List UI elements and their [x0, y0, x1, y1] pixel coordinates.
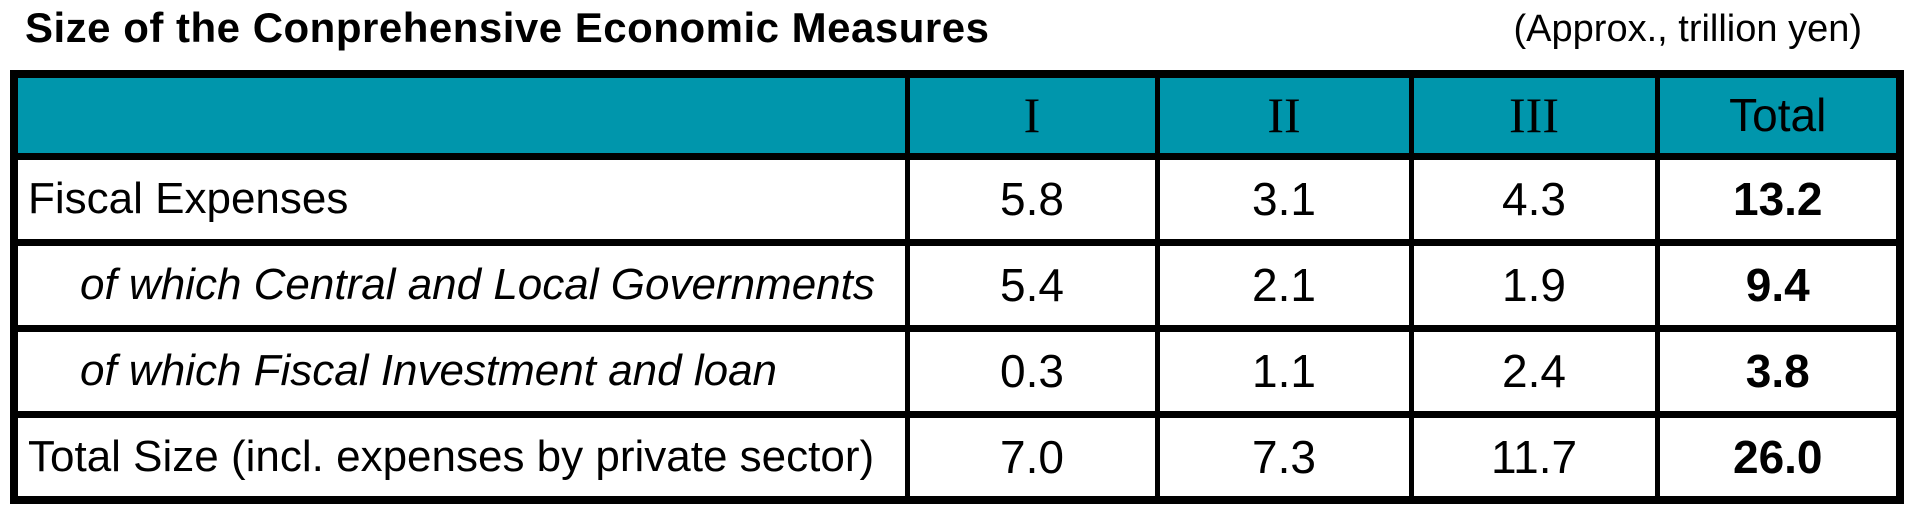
cell-central-local-3: 1.9	[1408, 238, 1660, 332]
cell-fiscal-investment-2: 1.1	[1154, 324, 1414, 418]
cell-fiscal-investment-1: 0.3	[904, 324, 1160, 418]
cell-fiscal-investment-total: 3.8	[1654, 324, 1903, 418]
header-row: I II III Total	[11, 70, 1903, 160]
cell-central-local-total: 9.4	[1654, 238, 1903, 332]
cell-total-size-total: 26.0	[1654, 410, 1903, 504]
cell-fiscal-expenses-1: 5.8	[904, 152, 1160, 246]
header-cell-empty	[11, 70, 910, 160]
header-cell-total: Total	[1654, 70, 1903, 160]
table-row-fiscal-investment-loan: of which Fiscal Investment and loan 0.3 …	[11, 324, 1903, 418]
row-label-fiscal-expenses: Fiscal Expenses	[11, 152, 910, 246]
cell-fiscal-expenses-2: 3.1	[1154, 152, 1414, 246]
cell-central-local-2: 2.1	[1154, 238, 1414, 332]
cell-fiscal-expenses-3: 4.3	[1408, 152, 1660, 246]
table-row-fiscal-expenses: Fiscal Expenses 5.8 3.1 4.3 13.2	[11, 152, 1903, 246]
economic-measures-table: I II III Total Fiscal Expenses 5.8 3.1 4…	[10, 70, 1904, 504]
row-label-central-local-governments: of which Central and Local Governments	[11, 238, 910, 332]
cell-fiscal-investment-3: 2.4	[1408, 324, 1660, 418]
header-cell-phase-2: II	[1154, 70, 1414, 160]
cell-total-size-3: 11.7	[1408, 410, 1660, 504]
header-cell-phase-3: III	[1408, 70, 1660, 160]
cell-total-size-2: 7.3	[1154, 410, 1414, 504]
row-label-fiscal-investment-loan: of which Fiscal Investment and loan	[11, 324, 910, 418]
cell-central-local-1: 5.4	[904, 238, 1160, 332]
row-label-total-size: Total Size (incl. expenses by private se…	[11, 410, 910, 504]
header-cell-phase-1: I	[904, 70, 1160, 160]
unit-note: (Approx., trillion yen)	[1513, 8, 1862, 50]
page-title: Size of the Conprehensive Economic Measu…	[25, 4, 990, 51]
cell-total-size-1: 7.0	[904, 410, 1160, 504]
table-row-total-size: Total Size (incl. expenses by private se…	[11, 410, 1903, 504]
table-row-central-local-governments: of which Central and Local Governments 5…	[11, 238, 1903, 332]
cell-fiscal-expenses-total: 13.2	[1654, 152, 1903, 246]
